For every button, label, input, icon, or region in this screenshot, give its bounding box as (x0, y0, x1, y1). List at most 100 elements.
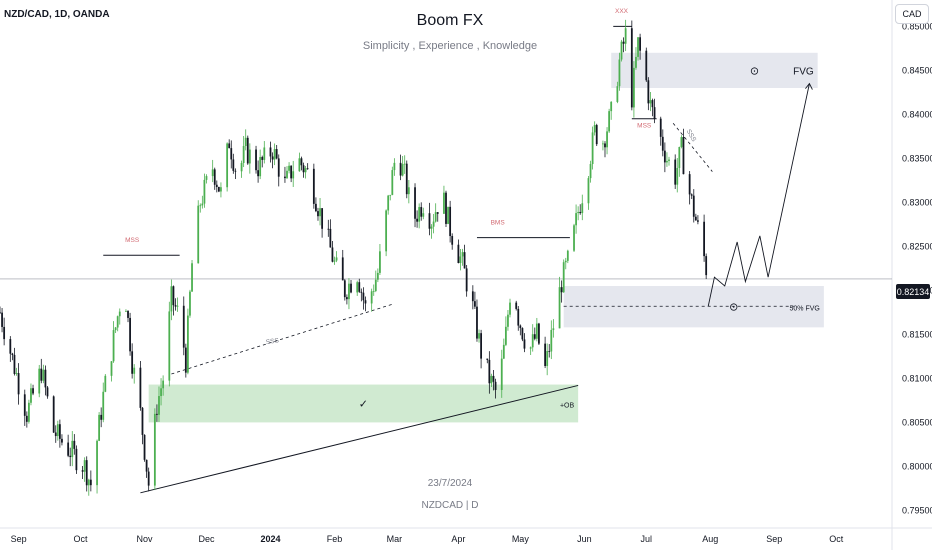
candle-body (244, 137, 247, 146)
candle-body (248, 149, 251, 164)
candle-body (434, 212, 437, 222)
candle-body (587, 178, 590, 204)
watermark-symbol: NZDCAD | D (421, 500, 479, 511)
candle-body (692, 195, 695, 217)
candle-body (32, 388, 34, 394)
x-tick-label: Oct (829, 534, 844, 544)
x-tick-label: Dec (198, 534, 215, 544)
candle-body (242, 145, 245, 164)
candle-body (87, 479, 90, 486)
x-tick-label: Sep (11, 534, 27, 544)
candle-body (271, 156, 274, 160)
candle-body (127, 310, 129, 318)
candle-body (420, 207, 423, 217)
y-tick-label: 0.80000 (902, 461, 932, 471)
candle-body (562, 262, 565, 293)
x-tick-label: Oct (74, 534, 89, 544)
candle-body (548, 350, 551, 352)
candle-body (257, 170, 260, 177)
x-tick-label: Feb (327, 534, 343, 544)
candle-body (529, 347, 532, 349)
y-tick-label: 0.83500 (902, 153, 932, 163)
candle-body (184, 347, 187, 373)
candle-body (663, 150, 666, 163)
y-tick-label: 0.85000 (902, 21, 932, 31)
candle-body (203, 179, 206, 204)
candle-body (608, 111, 611, 132)
annotation-label: XXX (615, 8, 629, 15)
candle-body (129, 317, 131, 352)
candle-body (186, 315, 189, 373)
candle-body (147, 471, 150, 486)
candle-body (430, 226, 433, 229)
candle-body (273, 149, 276, 160)
candle-body (488, 359, 491, 384)
candle-body (341, 257, 344, 281)
candle-body (306, 168, 309, 170)
candle-body (28, 402, 30, 422)
candle-body (335, 257, 338, 261)
candle-body (174, 305, 177, 307)
zone-fvg (611, 52, 818, 88)
candle-body (471, 291, 474, 302)
candle-body (284, 176, 286, 179)
candle-body (676, 167, 679, 185)
candle-body (688, 174, 691, 195)
candle-body (201, 203, 204, 206)
candle-body (71, 440, 74, 458)
candle-body (428, 213, 431, 229)
x-tick-label: Sep (766, 534, 782, 544)
watermark-date: 23/7/2024 (427, 478, 473, 489)
candle-body (317, 211, 319, 217)
candle-body (9, 339, 12, 354)
candle-body (112, 330, 115, 362)
candle-body (67, 442, 70, 456)
candle-body (407, 187, 410, 195)
candle-body (666, 160, 668, 163)
projection-path (707, 83, 810, 307)
candle-body (170, 286, 173, 312)
candle-body (15, 373, 18, 374)
candle-body (393, 162, 396, 171)
annotation-label: SSS (265, 337, 280, 346)
candle-body (376, 272, 379, 280)
annotation-label: SSS (685, 128, 698, 143)
candle-body (141, 407, 144, 435)
candle-body (73, 440, 76, 449)
candle-body (25, 415, 28, 422)
candle-body (579, 211, 582, 214)
candle-body (517, 308, 520, 326)
zone-mark: ⊙ (729, 302, 738, 314)
candle-body (96, 440, 98, 486)
candle-body (40, 368, 43, 381)
candle-body (116, 316, 119, 328)
candle-body (480, 333, 483, 359)
candle-body (521, 328, 524, 340)
candle-body (533, 334, 536, 339)
candle-body (391, 170, 394, 195)
candle-body (703, 221, 706, 257)
candle-body (189, 291, 191, 316)
candle-body (602, 143, 604, 145)
candle-body (449, 206, 452, 237)
candle-body (172, 286, 175, 306)
candle-body (531, 334, 534, 348)
candle-body (304, 168, 307, 173)
candle-body (463, 252, 466, 269)
symbol-label: NZD/CAD, 1D, OANDA (4, 9, 110, 20)
candle-body (125, 310, 127, 312)
candle-body (89, 479, 92, 486)
zone-50-fvg (563, 286, 824, 328)
candle-body (474, 301, 476, 307)
candle-body (647, 80, 650, 104)
candle-body (465, 268, 468, 292)
chart-subtitle: Simplicity , Experience , Knowledge (362, 40, 538, 52)
candle-body (459, 256, 462, 264)
candle-body (694, 216, 697, 221)
candle-body (500, 358, 503, 390)
candle-body (275, 149, 278, 159)
candle-body (507, 314, 509, 327)
currency-button[interactable]: CAD (895, 4, 929, 24)
trendline (140, 384, 579, 494)
